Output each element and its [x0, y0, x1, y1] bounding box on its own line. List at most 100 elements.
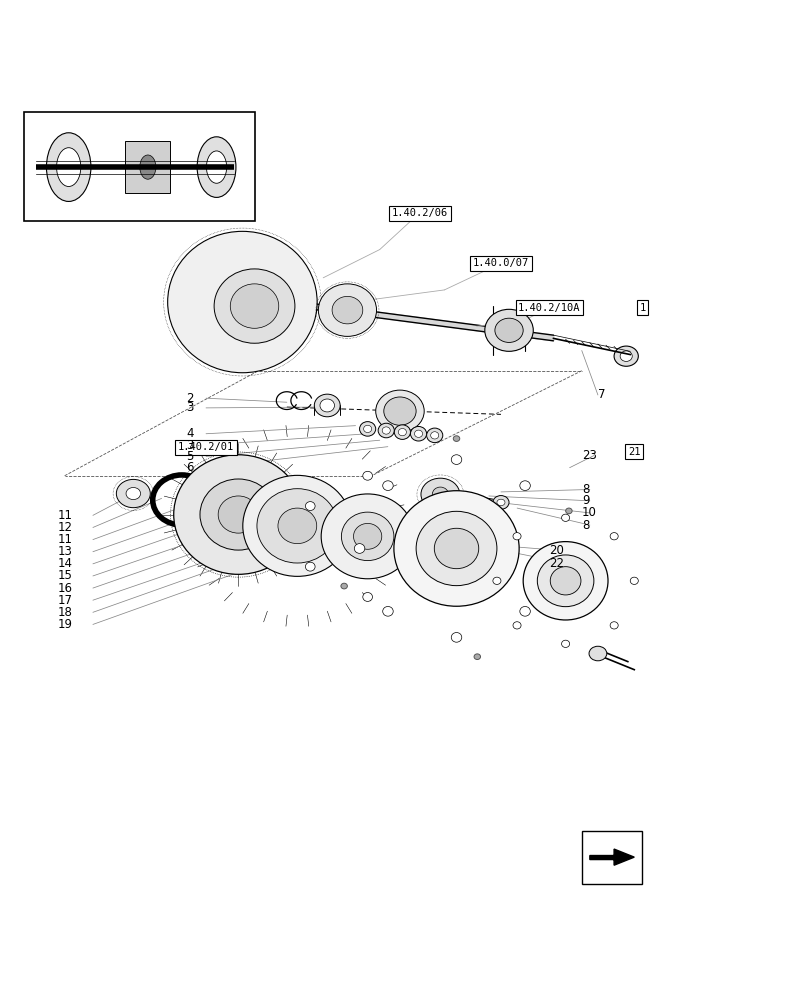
Ellipse shape	[524, 542, 608, 620]
Ellipse shape	[589, 646, 607, 661]
Ellipse shape	[332, 296, 363, 324]
Text: 3: 3	[187, 401, 194, 414]
Ellipse shape	[493, 577, 501, 584]
Ellipse shape	[550, 567, 581, 595]
Text: 8: 8	[582, 483, 589, 496]
Ellipse shape	[562, 640, 570, 647]
Ellipse shape	[630, 577, 638, 584]
Ellipse shape	[230, 284, 279, 328]
Ellipse shape	[378, 423, 394, 438]
Ellipse shape	[497, 499, 505, 506]
Ellipse shape	[474, 654, 481, 660]
Text: 1.40.2/06: 1.40.2/06	[392, 208, 448, 218]
Text: 12: 12	[57, 521, 73, 534]
Text: 7: 7	[598, 388, 605, 401]
Ellipse shape	[513, 622, 521, 629]
Ellipse shape	[314, 394, 340, 417]
Ellipse shape	[57, 148, 81, 186]
Ellipse shape	[384, 397, 416, 425]
Ellipse shape	[610, 533, 618, 540]
Ellipse shape	[513, 533, 521, 540]
Ellipse shape	[494, 318, 524, 342]
Ellipse shape	[126, 487, 141, 500]
Text: 18: 18	[58, 606, 73, 619]
Ellipse shape	[383, 606, 393, 616]
Ellipse shape	[47, 133, 90, 201]
Ellipse shape	[398, 428, 406, 436]
Ellipse shape	[200, 479, 276, 550]
Text: 1.40.2/01: 1.40.2/01	[178, 442, 234, 452]
Text: 13: 13	[58, 545, 73, 558]
Ellipse shape	[197, 137, 236, 197]
Text: 10: 10	[582, 506, 596, 519]
Ellipse shape	[116, 479, 150, 508]
Text: 15: 15	[58, 569, 73, 582]
Ellipse shape	[485, 309, 533, 351]
Text: 22: 22	[549, 557, 565, 570]
Text: 17: 17	[57, 594, 73, 607]
Ellipse shape	[207, 151, 226, 183]
Text: 1.40.0/07: 1.40.0/07	[473, 258, 529, 268]
Ellipse shape	[537, 555, 594, 607]
Ellipse shape	[257, 489, 338, 563]
Ellipse shape	[320, 399, 335, 412]
Ellipse shape	[341, 583, 347, 589]
Ellipse shape	[415, 430, 423, 437]
Ellipse shape	[363, 593, 372, 601]
Ellipse shape	[451, 633, 462, 642]
Ellipse shape	[610, 622, 618, 629]
Ellipse shape	[341, 512, 394, 561]
Ellipse shape	[427, 428, 443, 443]
Ellipse shape	[394, 425, 410, 439]
Ellipse shape	[278, 508, 317, 544]
Ellipse shape	[420, 502, 430, 511]
Ellipse shape	[566, 508, 572, 514]
Ellipse shape	[621, 351, 632, 361]
Ellipse shape	[410, 426, 427, 441]
Text: 8: 8	[582, 519, 589, 532]
Ellipse shape	[562, 514, 570, 521]
Text: 16: 16	[57, 582, 73, 595]
Text: 5: 5	[187, 450, 194, 463]
Text: 20: 20	[549, 544, 564, 557]
Ellipse shape	[140, 155, 156, 179]
Text: 11: 11	[57, 509, 73, 522]
Text: 1: 1	[639, 303, 646, 313]
Bar	[125, 141, 170, 193]
Bar	[582, 831, 642, 884]
Ellipse shape	[322, 494, 414, 579]
Text: 21: 21	[628, 447, 641, 457]
Ellipse shape	[318, 284, 377, 336]
Ellipse shape	[614, 346, 638, 366]
Ellipse shape	[364, 425, 372, 433]
Ellipse shape	[383, 481, 393, 490]
Ellipse shape	[453, 436, 460, 441]
Text: 19: 19	[57, 618, 73, 631]
Ellipse shape	[431, 432, 439, 439]
Text: 3: 3	[187, 439, 194, 452]
Ellipse shape	[174, 455, 303, 574]
Text: 1.40.2/10A: 1.40.2/10A	[518, 303, 581, 313]
Text: 9: 9	[582, 494, 589, 507]
Ellipse shape	[167, 231, 317, 373]
Ellipse shape	[305, 562, 315, 571]
Ellipse shape	[394, 491, 519, 606]
Ellipse shape	[493, 496, 509, 509]
Bar	[24, 112, 255, 221]
Ellipse shape	[520, 481, 530, 490]
Ellipse shape	[432, 487, 448, 502]
Ellipse shape	[382, 427, 390, 434]
Ellipse shape	[376, 390, 424, 432]
Ellipse shape	[520, 606, 530, 616]
Ellipse shape	[451, 455, 462, 464]
Ellipse shape	[305, 502, 315, 511]
Ellipse shape	[354, 544, 364, 553]
Polygon shape	[590, 849, 634, 865]
Ellipse shape	[363, 471, 372, 480]
Polygon shape	[307, 303, 553, 341]
Text: 6: 6	[187, 461, 194, 474]
Polygon shape	[307, 303, 553, 341]
Text: 14: 14	[57, 557, 73, 570]
Text: 11: 11	[57, 533, 73, 546]
Ellipse shape	[218, 496, 259, 533]
